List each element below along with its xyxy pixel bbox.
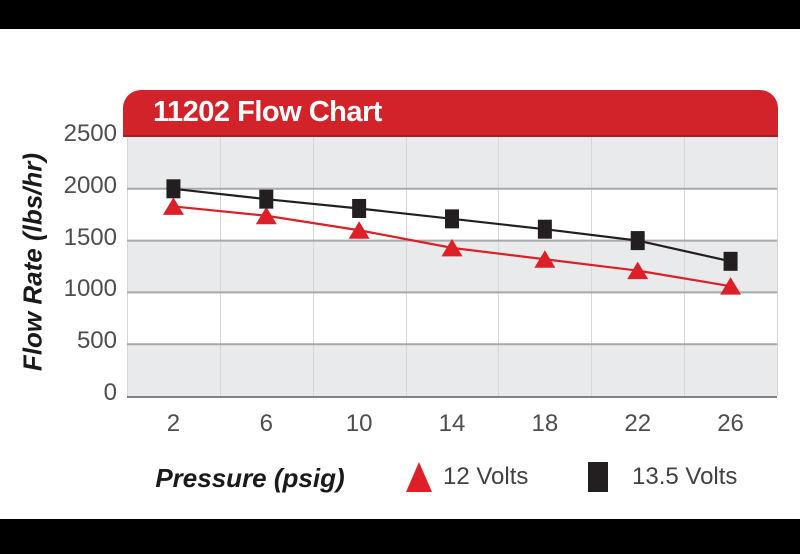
- legend-label-12-volts: 12 Volts: [443, 463, 529, 490]
- legend-item-12-volts: 12 Volts: [406, 458, 528, 496]
- data-point-square: [723, 251, 738, 271]
- data-point-square: [537, 219, 552, 239]
- grid-band: [127, 292, 777, 345]
- data-point-square: [630, 231, 645, 251]
- x-tick-label: 14: [438, 410, 466, 437]
- grid-band: [127, 137, 777, 189]
- triangle-marker-icon: [406, 462, 432, 492]
- y-tick-label: 1500: [63, 223, 117, 251]
- legend-item-13-5-volts: 13.5 Volts: [588, 458, 737, 496]
- chart-title: 11202 Flow Chart: [153, 96, 382, 128]
- x-tick-label: 6: [259, 410, 273, 437]
- x-tick-label: 10: [345, 410, 373, 437]
- chart-header: 11202 Flow Chart: [123, 90, 778, 137]
- data-point-triangle: [255, 206, 277, 225]
- x-tick-label: 26: [717, 410, 744, 437]
- y-tick-label: 0: [103, 379, 117, 406]
- x-tick-label: 2: [166, 410, 181, 437]
- data-point-triangle: [534, 250, 556, 268]
- data-point-triangle: [441, 238, 463, 257]
- y-tick-label: 500: [76, 327, 117, 355]
- data-point-triangle: [627, 261, 649, 280]
- data-point-square: [166, 179, 181, 199]
- letterbox-bar-bottom: [0, 519, 800, 554]
- y-tick-label: 1000: [63, 275, 117, 303]
- letterbox-bar-top: [0, 0, 800, 29]
- square-marker-icon: [588, 462, 608, 492]
- data-point-triangle: [348, 221, 370, 239]
- data-point-square: [445, 209, 459, 229]
- x-tick-label: 18: [531, 410, 559, 437]
- x-axis-title: Pressure (psig): [155, 463, 345, 493]
- grid-band: [127, 344, 777, 396]
- x-tick-label: 22: [624, 410, 652, 437]
- y-tick-label: 2500: [63, 120, 117, 147]
- data-point-triangle: [720, 277, 742, 295]
- y-tick-label: 2000: [63, 171, 117, 199]
- data-point-triangle: [162, 197, 184, 215]
- plot-area: [127, 137, 778, 398]
- data-point-square: [259, 189, 274, 209]
- data-point-square: [352, 198, 367, 218]
- legend-label-13-5-volts: 13.5 Volts: [632, 463, 738, 490]
